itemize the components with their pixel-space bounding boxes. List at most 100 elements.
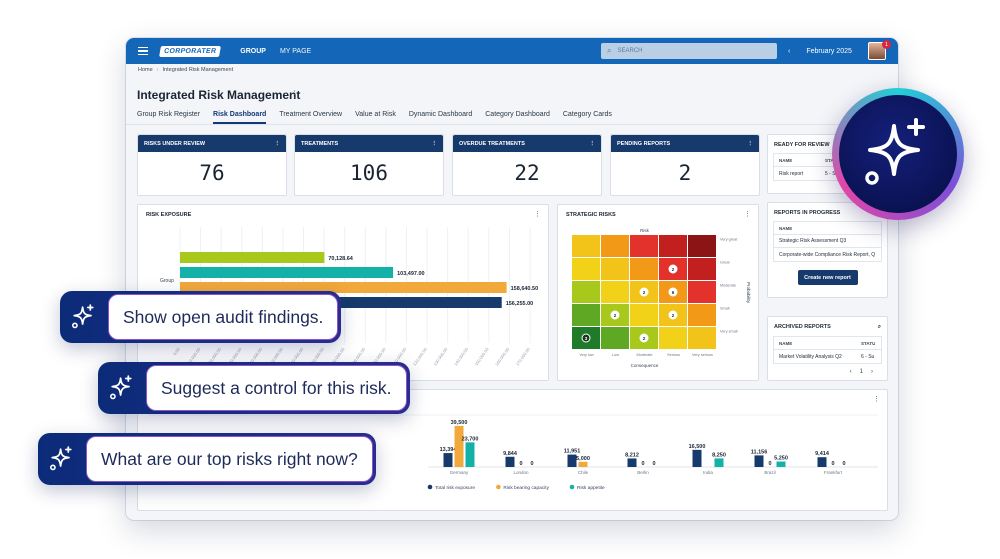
bar-value-label: 103,497.00 <box>397 271 425 277</box>
x-tick-label: 120,000.00 <box>412 346 429 367</box>
avatar[interactable] <box>868 42 886 60</box>
kpi-more-icon[interactable]: ⋮ <box>589 140 596 147</box>
country-bar <box>454 425 464 467</box>
heatmap-x-tick: Serious <box>667 353 680 357</box>
heatmap-cell <box>630 304 658 326</box>
bar-value-label: 156,255.00 <box>506 301 534 307</box>
breadcrumb-separator-icon: › <box>156 67 159 73</box>
kpi-more-icon[interactable]: ⋮ <box>431 140 438 147</box>
prev-month-button[interactable]: ‹ <box>788 47 791 55</box>
risk-count-marker <box>668 310 678 320</box>
legend-marker <box>427 484 433 490</box>
tab-group-risk-register[interactable]: Group Risk Register <box>137 111 201 118</box>
risk-count-label: 2 <box>672 267 675 272</box>
tab-category-dashboard[interactable]: Category Dashboard <box>485 111 550 118</box>
exposure-bar <box>180 282 507 293</box>
bar-value-label: 11,156 <box>751 449 768 455</box>
sparkle-icon <box>72 304 94 329</box>
bar-value-label: 39,500 <box>451 420 468 426</box>
row-status: 5 - Su <box>825 170 839 177</box>
table-row[interactable]: Corporate-wide Compliance Risk Report, Q <box>774 248 881 261</box>
heatmap-cell <box>688 281 716 303</box>
nav-group[interactable]: GROUP <box>240 47 266 55</box>
bar-value-label: 70,128.64 <box>328 256 353 262</box>
risk-count-marker <box>610 310 620 320</box>
hamburger-menu-icon[interactable] <box>138 46 148 56</box>
current-month: February 2025 <box>806 47 852 55</box>
nav-my-page[interactable]: MY PAGE <box>279 47 312 55</box>
tab-treatment-overview[interactable]: Treatment Overview <box>279 111 343 118</box>
kpi-card-overdue-treatments[interactable]: OVERDUE TREATMENTS ⋮ 22 <box>452 134 602 196</box>
legend-label: Total risk exposure <box>435 485 475 491</box>
column-header: NAME <box>779 340 793 346</box>
tab-dynamic-dashboard[interactable]: Dynamic Dashboard <box>408 111 473 118</box>
tab-risk-dashboard[interactable]: Risk Dashboard <box>213 111 267 124</box>
bar-value-label: 16,500 <box>689 444 706 450</box>
row-name: Strategic Risk Assessment Q3 <box>779 238 847 244</box>
x-tick-label: 140,000.00 <box>453 346 470 367</box>
archived-reports-table: NAME STATU Market Volatility Analysis Q2 6… <box>773 336 882 364</box>
corporater-logo[interactable]: CORPORATER <box>159 45 222 57</box>
risk-count-label: 2 <box>614 313 617 318</box>
title-more-icon[interactable]: ⋮ <box>290 89 299 99</box>
bar-value-label: 0 <box>652 461 655 467</box>
top-bar: CORPORATER GROUP MY PAGE ⌕ SEARCH ‹ Febr… <box>126 38 898 64</box>
ai-prompt-suggestion[interactable]: Show open audit findings. <box>60 291 342 343</box>
risk-count-label: 2 <box>672 313 675 318</box>
panel-more-icon[interactable]: ⋮ <box>744 211 751 218</box>
column-header: STA <box>825 157 834 163</box>
bar-value-label: 158,640.50 <box>511 286 539 292</box>
exposure-bar <box>180 267 394 278</box>
country-bar <box>776 461 786 467</box>
table-row[interactable]: Risk report 5 - Su <box>774 167 881 180</box>
heatmap-y-tick: Very great <box>720 238 738 242</box>
heatmap-cell <box>688 327 716 349</box>
search-icon: ⌕ <box>607 46 612 55</box>
page-number: 1 <box>859 369 863 375</box>
category-label: Germany <box>450 470 469 475</box>
search-icon[interactable]: ⌕ <box>877 324 881 330</box>
create-new-report-button[interactable]: Create new report <box>797 270 858 285</box>
breadcrumb-home[interactable]: Home <box>138 67 153 73</box>
table-row[interactable]: Strategic Risk Assessment Q3 <box>774 235 881 248</box>
breadcrumb-current: Integrated Risk Management <box>162 67 234 73</box>
kpi-card-risks-under-review[interactable]: RISKS UNDER REVIEW ⋮ 76 <box>137 134 287 196</box>
risk-heatmap: Risk 2 2 6 2 2 3 2 Very low Low Moderate Serious Ver… <box>572 228 751 368</box>
panel-more-icon[interactable]: ⋮ <box>873 396 880 403</box>
heatmap-cell <box>601 281 629 303</box>
panel-more-icon[interactable]: ⋮ <box>534 211 541 218</box>
category-label: India <box>703 470 713 475</box>
bar-value-label: 0 <box>768 461 771 467</box>
ai-prompt-suggestion[interactable]: What are our top risks right now? <box>38 433 376 485</box>
heatmap-cell <box>601 327 629 349</box>
bar-value-label: 8,250 <box>712 452 726 458</box>
heatmap-cell <box>572 258 600 280</box>
ai-sparkle-badge[interactable] <box>832 88 964 220</box>
category-label: London <box>513 470 529 475</box>
tab-bar: Group Risk Register Risk Dashboard Treat… <box>137 111 612 124</box>
column-header: STATU <box>861 340 876 346</box>
page-title: Integrated Risk Management <box>137 88 301 102</box>
prev-page-icon[interactable]: ‹ <box>849 369 852 375</box>
tab-value-at-risk[interactable]: Value at Risk <box>355 111 396 118</box>
kpi-more-icon[interactable]: ⋮ <box>747 140 754 147</box>
kpi-more-icon[interactable]: ⋮ <box>274 140 281 147</box>
x-tick-label: 160,000.00 <box>494 346 511 367</box>
next-page-icon[interactable]: › <box>871 369 873 375</box>
kpi-card-pending-reports[interactable]: PENDING REPORTS ⋮ 2 <box>610 134 760 196</box>
kpi-label: PENDING REPORTS <box>617 140 671 147</box>
kpi-card-treatments[interactable]: TREATMENTS ⋮ 106 <box>294 134 444 196</box>
risk-count-label: 6 <box>672 290 675 295</box>
pagination: ‹ 1 › <box>768 364 887 375</box>
search-input[interactable]: ⌕ SEARCH <box>601 43 777 59</box>
table-row[interactable]: Market Volatility Analysis Q2 6 - Su <box>774 350 881 363</box>
ai-prompt-suggestion[interactable]: Suggest a control for this risk. <box>98 362 410 414</box>
tab-divider <box>126 124 898 125</box>
heatmap-cell <box>688 258 716 280</box>
tab-category-cards[interactable]: Category Cards <box>562 111 612 118</box>
prompt-text: Suggest a control for this risk. <box>146 365 407 411</box>
sparkle-icon <box>110 375 132 400</box>
heatmap-cell <box>659 327 687 349</box>
country-bar <box>754 455 764 467</box>
